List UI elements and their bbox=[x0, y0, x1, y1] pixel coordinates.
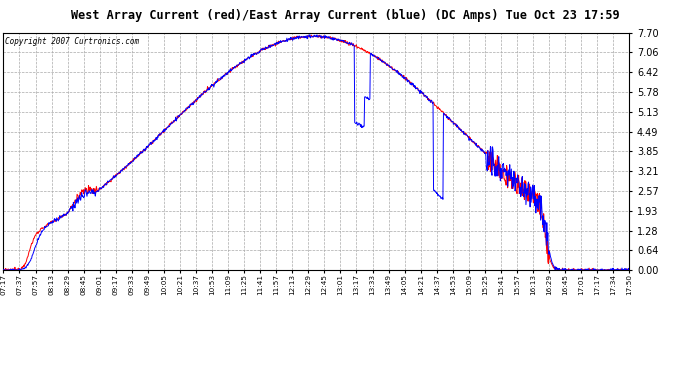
Text: Copyright 2007 Curtronics.com: Copyright 2007 Curtronics.com bbox=[5, 38, 139, 46]
Text: West Array Current (red)/East Array Current (blue) (DC Amps) Tue Oct 23 17:59: West Array Current (red)/East Array Curr… bbox=[70, 9, 620, 22]
